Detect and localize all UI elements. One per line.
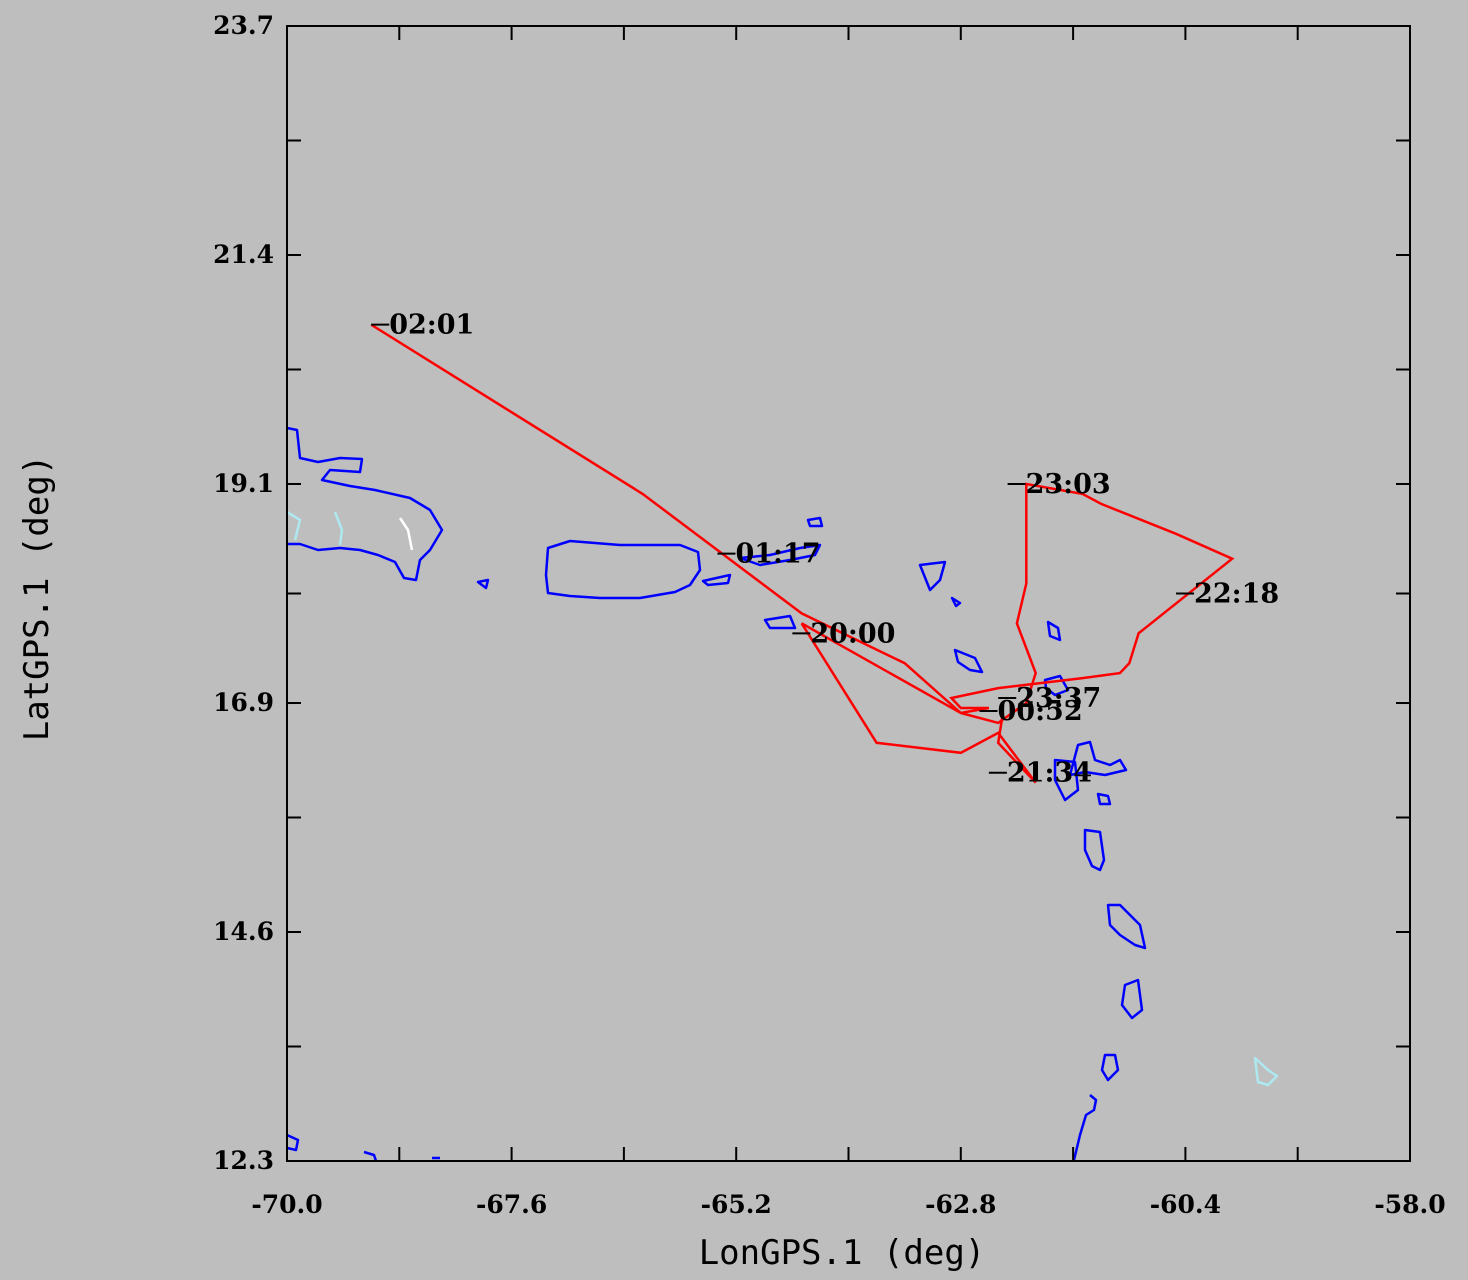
coastline [1068,740,1128,777]
time-label: 02:01 [389,310,474,341]
coastline [1120,978,1144,1020]
x-tick-label: -70.0 [251,1190,322,1219]
coastline [333,511,344,546]
coastlines [287,426,1279,1161]
plot-frame [286,25,1411,1162]
coastline [738,543,822,567]
x-tick-label: -60.4 [1150,1190,1221,1219]
time-label: 20:00 [810,618,895,649]
coastline [1253,1056,1279,1087]
coastline [1072,1094,1098,1161]
coastline [287,426,444,582]
coastline [476,578,490,590]
flight-track [370,323,1235,784]
time-label: 22:18 [1194,579,1279,610]
x-tick-label: -65.2 [701,1190,772,1219]
coastline [1053,758,1080,802]
coastline [701,573,732,587]
y-tick-label: 21.4 [213,240,274,269]
coastline [950,596,962,608]
coastline [1100,1053,1120,1082]
coastline [544,539,702,600]
coastline [398,517,414,551]
x-tick-label: -58.0 [1374,1190,1445,1219]
coastline [1046,620,1062,642]
y-tick-label: 19.1 [213,469,274,498]
coastline [918,560,947,592]
coastline [1096,792,1112,806]
coastline [1083,828,1106,872]
time-label: 23:03 [1026,469,1111,500]
coastline [363,1150,378,1161]
coastline [1106,903,1147,950]
time-label: 01:17 [735,539,820,570]
coastline [806,516,824,528]
time-label: 23:37 [1016,683,1101,714]
coastline [953,648,984,674]
y-tick-label: 12.3 [213,1146,274,1175]
y-tick-label: 16.9 [213,688,274,717]
x-axis-title: LonGPS.1 (deg) [699,1233,986,1273]
x-tick-label: -67.6 [476,1190,547,1219]
time-label: 00:52 [998,696,1083,727]
coastline [287,510,302,541]
track-line [370,323,1235,784]
tick-labels: -70.0 -67.6 -65.2 -62.8 -60.4 -58.0 23.7 21.4 19… [213,11,1446,1219]
coastline [287,1133,300,1152]
y-tick-label: 23.7 [213,11,274,40]
y-tick-label: 14.6 [213,917,274,946]
time-label: 21:34 [1007,758,1092,789]
y-axis-title: LatGPS.1 (deg) [17,455,57,742]
x-tick-label: -62.8 [925,1190,996,1219]
coastline [763,614,797,630]
coastline [1043,674,1070,697]
